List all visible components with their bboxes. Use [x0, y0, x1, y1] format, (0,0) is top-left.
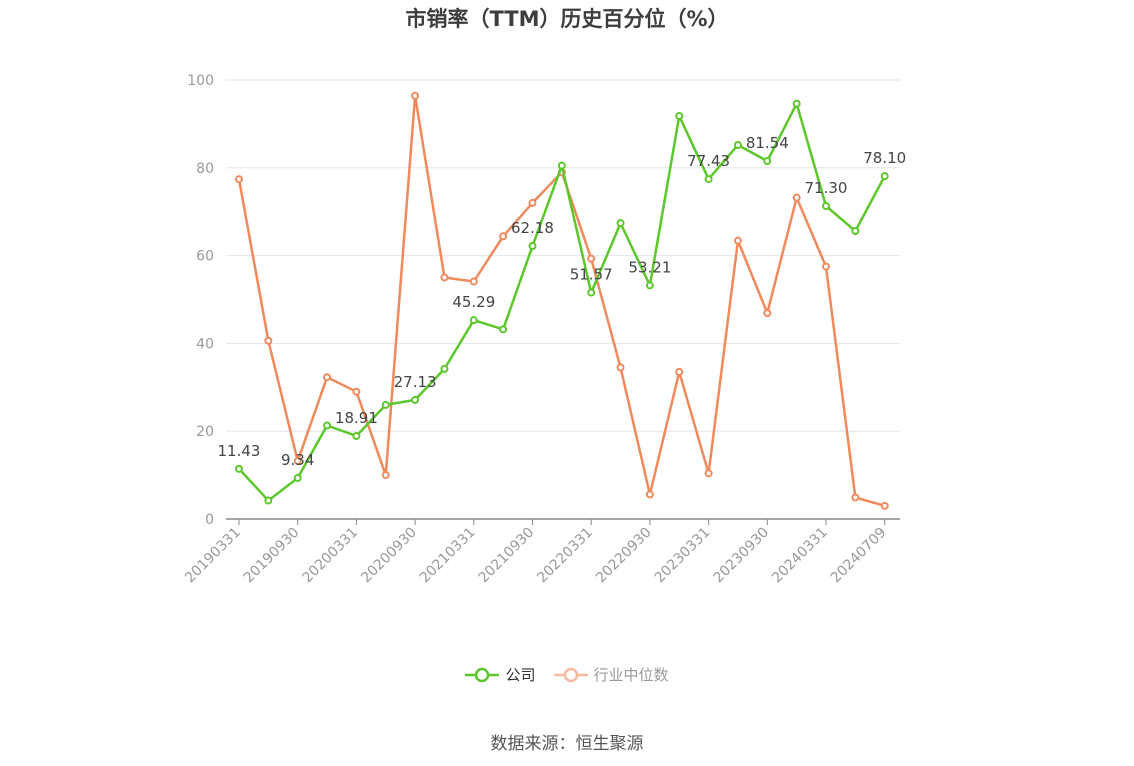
data-point-0 [293, 473, 302, 482]
y-tick-label: 80 [196, 161, 214, 177]
data-point-1 [587, 254, 596, 263]
data-point-1 [616, 363, 625, 372]
data-point-0 [235, 464, 243, 473]
data-point-0 [381, 400, 390, 409]
legend-item-industry[interactable]: 行业中位数 [553, 664, 669, 685]
x-tick-label: 20240709 [828, 525, 890, 587]
x-tick-label: 20200331 [300, 525, 362, 587]
x-tick-label: 20190331 [182, 525, 244, 587]
series-line-1 [237, 94, 886, 508]
data-point-0 [557, 161, 566, 170]
data-label: 81.54 [746, 134, 789, 152]
data-label: 53.21 [628, 258, 671, 276]
data-point-0 [763, 157, 772, 166]
data-label: 71.30 [805, 179, 848, 197]
x-tick-label: 20210331 [417, 525, 479, 587]
x-tick-label: 20240331 [769, 525, 831, 587]
data-point-0 [645, 281, 654, 290]
data-label: 51.57 [570, 266, 613, 284]
data-point-1 [822, 262, 830, 271]
data-point-1 [675, 367, 684, 376]
data-point-0 [411, 395, 420, 404]
data-point-0 [792, 99, 801, 108]
data-point-1 [499, 232, 508, 241]
legend-label-industry: 行业中位数 [593, 666, 669, 684]
data-point-1 [352, 387, 361, 396]
y-tick-label: 40 [196, 336, 214, 352]
x-tick-label: 20230331 [652, 525, 714, 587]
x-tick-label: 20230930 [710, 525, 772, 587]
y-tick-label: 20 [196, 424, 214, 440]
data-point-1 [293, 457, 302, 466]
data-label: 11.43 [218, 442, 261, 460]
data-point-1 [235, 175, 243, 184]
x-tick-label: 20200930 [358, 525, 420, 587]
data-point-1 [704, 469, 713, 478]
data-point-1 [792, 193, 801, 202]
data-point-0 [880, 172, 889, 181]
legend-item-company[interactable]: 公司 [465, 664, 536, 685]
chart-title: 市销率（TTM）历史百分位（%） [405, 7, 729, 31]
data-label: 62.18 [511, 219, 554, 237]
legend-marker-industry [553, 667, 588, 682]
y-tick-label: 0 [205, 512, 214, 528]
data-point-0 [675, 111, 684, 120]
data-label: 78.10 [863, 149, 906, 167]
data-point-0 [616, 219, 625, 228]
x-tick-label: 20190930 [241, 525, 303, 587]
data-point-0 [587, 288, 596, 297]
x-tick-label: 20220930 [593, 525, 655, 587]
data-label: 18.91 [335, 409, 378, 427]
data-point-0 [822, 201, 830, 210]
data-point-0 [704, 175, 713, 184]
data-point-1 [323, 373, 332, 382]
legend-marker-company [465, 667, 500, 682]
data-point-1 [763, 309, 772, 318]
data-label: 77.43 [687, 152, 730, 170]
series-layer [235, 91, 889, 510]
data-label: 27.13 [394, 373, 437, 391]
y-tick-label: 100 [187, 73, 214, 89]
data-point-0 [323, 421, 332, 430]
data-point-1 [645, 490, 654, 499]
data-point-0 [528, 242, 537, 251]
legend-label-company: 公司 [505, 666, 536, 684]
data-point-0 [851, 227, 860, 236]
axis-layer: 0 20 40 60 80 100 2019033120190930202003312020… [182, 73, 900, 586]
data-point-0 [352, 431, 361, 440]
data-point-1 [469, 277, 478, 286]
data-point-1 [733, 236, 742, 245]
data-point-1 [851, 493, 860, 502]
data-point-0 [440, 364, 449, 373]
data-point-1 [264, 336, 273, 345]
data-label: 45.29 [452, 293, 495, 311]
data-point-1 [880, 501, 889, 510]
data-point-1 [411, 91, 420, 100]
data-point-1 [381, 471, 390, 480]
data-point-0 [499, 325, 508, 334]
y-tick-label: 60 [196, 249, 214, 265]
data-point-0 [264, 496, 273, 505]
data-point-0 [469, 316, 478, 325]
label-layer: 11.43 9.34 18.91 27.13 45.29 62.18 51.57 53.21 7… [218, 134, 907, 469]
data-label: 9.34 [281, 451, 314, 469]
data-point-1 [440, 273, 449, 282]
data-source-note: 数据来源：恒生聚源 [490, 734, 644, 754]
data-point-0 [733, 140, 742, 149]
x-tick-label: 20220331 [534, 525, 596, 587]
data-point-1 [528, 198, 537, 207]
legend: 公司 行业中位数 [0, 664, 1134, 685]
x-tick-label: 20210930 [476, 525, 538, 587]
